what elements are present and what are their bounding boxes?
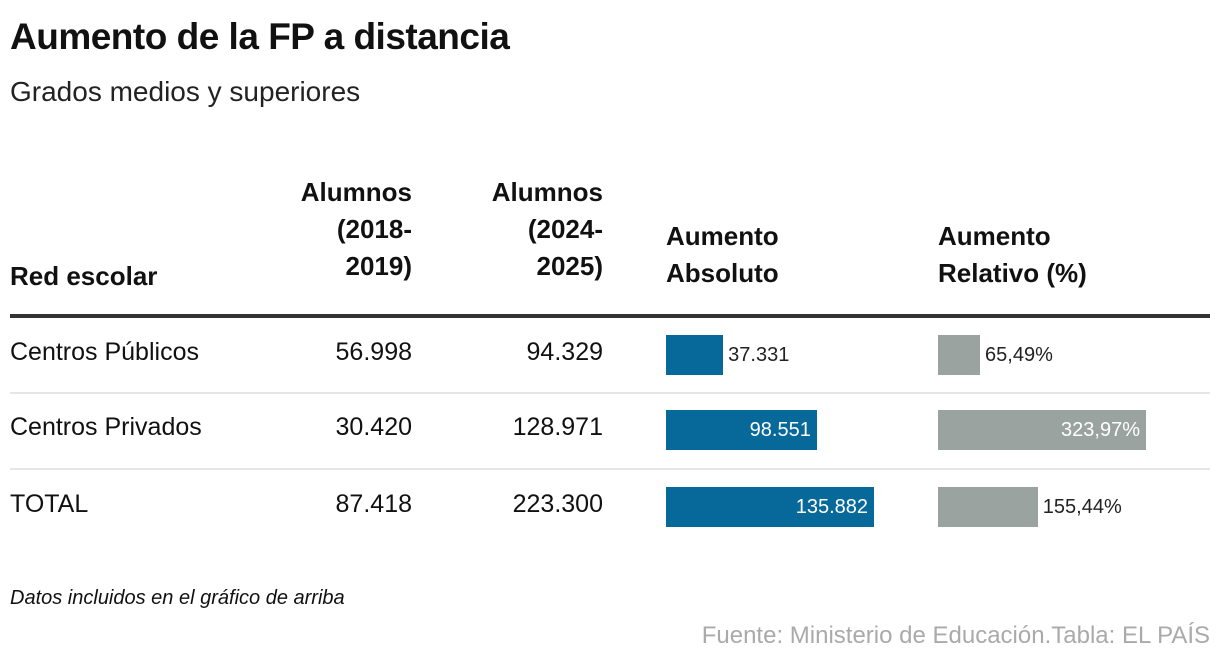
cell-alumnos-2024: 94.329 [526,338,603,366]
bar-relative-label: 155,44% [1042,496,1122,518]
source: Fuente: Ministerio de Educación.Tabla: E… [701,622,1210,649]
cell-alumnos-2018: 56.998 [335,338,412,366]
header-alumnos-2018: Alumnos (2018- 2019) [300,177,412,281]
bar-absolute [666,335,724,375]
row-name: TOTAL [10,490,89,518]
bar-relative-label: 323,97% [1061,418,1140,441]
header-aumento-absoluto: Aumento Absoluto [666,221,779,288]
header-aumento-relativo: Aumento Relativo (%) [938,221,1087,288]
cell-alumnos-2024: 223.300 [512,490,603,518]
bar-absolute: 135.882 [666,487,874,527]
row-separator [10,392,1210,394]
note: Datos incluidos en el gráfico de arriba [10,587,345,609]
cell-alumnos-2018: 87.418 [335,490,412,518]
chart-title: Aumento de la FP a distancia [10,16,510,57]
cell-alumnos-2024: 128.971 [512,413,603,441]
row-name: Centros Privados [10,413,202,441]
bar-absolute-label: 37.331 [728,344,790,366]
header-red-escolar: Red escolar [10,261,158,291]
bar-relative-label: 65,49% [985,344,1053,366]
header-rule [10,314,1210,318]
row-separator [10,468,1210,470]
bar-relative [938,335,981,375]
cell-alumnos-2018: 30.420 [335,413,412,441]
bar-absolute-label: 135.882 [795,495,868,518]
bar-relative [938,487,1038,527]
bar-relative: 323,97% [938,410,1146,450]
chart-subtitle: Grados medios y superiores [10,76,361,107]
bar-absolute-label: 98.551 [749,418,811,441]
row-name: Centros Públicos [10,338,199,366]
bar-absolute: 98.551 [666,410,817,450]
header-alumnos-2024: Alumnos (2024- 2025) [491,177,603,281]
